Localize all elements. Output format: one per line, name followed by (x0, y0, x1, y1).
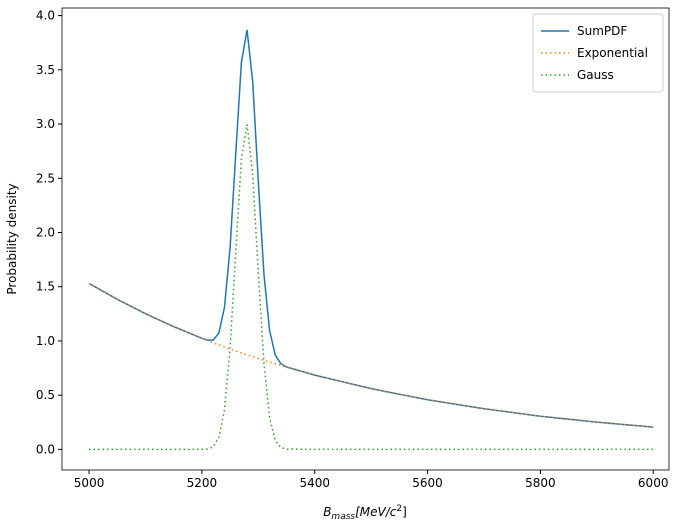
series-line (88, 29, 654, 428)
series-line (88, 282, 654, 428)
legend-box (532, 13, 664, 93)
y-tick-label: 3.0 (36, 117, 55, 131)
y-tick-label: 3.5 (36, 63, 55, 77)
x-tick-label: 5600 (412, 476, 443, 490)
legend-label: Gauss (577, 68, 614, 82)
y-tick-label: 0.0 (36, 442, 55, 456)
x-label-part: [MeV/c (355, 505, 397, 519)
y-tick-label: 1.5 (36, 280, 55, 294)
y-tick-label: 1.0 (36, 334, 55, 348)
y-axis-label: Probability density (5, 183, 19, 294)
y-tick-label: 0.5 (36, 388, 55, 402)
legend-label: SumPDF (577, 24, 627, 38)
legend-label: Exponential (577, 46, 648, 60)
x-tick-label: 6000 (638, 476, 669, 490)
x-label-part: 2 (396, 504, 402, 514)
plot-frame (61, 7, 670, 471)
x-label-part: mass (331, 512, 355, 522)
y-tick-label: 2.0 (36, 225, 55, 239)
x-axis-label: Bmass[MeV/c2] (323, 504, 407, 522)
x-tick-label: 5200 (187, 476, 218, 490)
y-tick-label: 4.0 (36, 9, 55, 23)
x-tick-label: 5800 (525, 476, 556, 490)
x-label-part: B (323, 505, 331, 519)
x-tick-label: 5400 (299, 476, 330, 490)
x-label-part: ] (402, 505, 407, 519)
x-tick-label: 5000 (74, 476, 105, 490)
series-line (89, 124, 654, 451)
y-tick-label: 2.5 (36, 171, 55, 185)
